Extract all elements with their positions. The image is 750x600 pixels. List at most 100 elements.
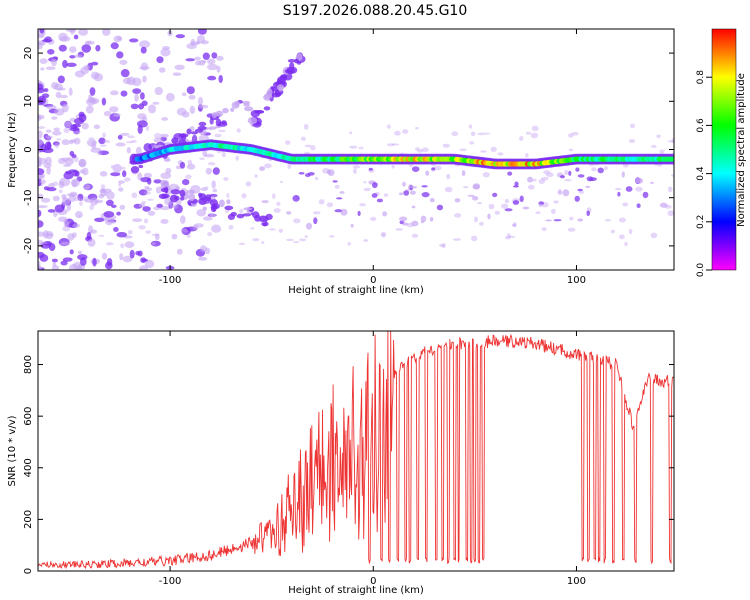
spectrogram-faint-blob xyxy=(525,131,532,135)
spectrogram-noise-blob xyxy=(64,158,74,165)
spectrogram-tail-blob xyxy=(305,222,313,230)
spectrogram-faint-blob xyxy=(151,233,160,237)
spectrogram-noise-blob xyxy=(202,149,207,157)
spectrogram-noise-blob xyxy=(212,167,220,175)
spectrogram-noise-blob xyxy=(52,262,57,267)
spectrogram-noise-blob xyxy=(143,172,152,178)
spectrogram-noise-blob xyxy=(207,75,217,81)
spectrogram-noise-blob xyxy=(165,167,172,175)
spectrogram-faint-blob xyxy=(567,227,576,232)
spectrogram-faint-blob xyxy=(564,169,569,176)
spectrogram-noise-blob xyxy=(126,147,131,154)
spectrogram-faint-blob xyxy=(264,163,272,169)
spectrogram-faint-blob xyxy=(313,211,321,215)
spectrogram-noise-blob xyxy=(90,71,100,80)
spectrogram-noise-blob xyxy=(73,34,79,40)
spectrogram-faint-blob xyxy=(63,127,70,134)
spectrogram-noise-blob xyxy=(129,249,135,259)
spectrogram-upper-branch-blob xyxy=(138,164,144,169)
spectrogram-faint-blob xyxy=(474,216,478,223)
spectrogram-faint-blob xyxy=(204,186,209,189)
spectrogram-tail-blob xyxy=(492,192,498,198)
spectrogram-faint-blob xyxy=(154,133,162,139)
spectrogram-lower-branch-blob xyxy=(205,194,212,202)
spectrogram-tail-blob xyxy=(399,216,408,222)
spectrogram-noise-blob xyxy=(179,161,186,169)
spectrogram-faint-blob xyxy=(72,223,81,228)
spectrogram-upper-streak-blob xyxy=(263,106,271,111)
spectrogram-tail-blob xyxy=(350,223,354,228)
spectrogram-noise-blob xyxy=(41,39,53,43)
figure-title: S197.2026.088.20.45.G10 xyxy=(283,3,468,19)
spectrogram-noise-blob xyxy=(182,92,187,97)
spectrogram-noise-blob xyxy=(147,104,157,114)
spectrogram-faint-blob xyxy=(603,166,608,171)
spectrogram-noise-blob xyxy=(135,251,141,256)
spectrogram-noise-blob xyxy=(39,58,48,64)
spectrogram-noise-blob xyxy=(82,167,89,176)
spectrogram-faint-blob xyxy=(490,146,497,152)
spectrogram-faint-blob xyxy=(98,234,105,237)
spectrogram-lower-branch-blob xyxy=(252,211,260,219)
spectrogram-faint-blob xyxy=(109,220,117,224)
spectrogram-faint-blob xyxy=(273,208,281,213)
spectrogram-noise-blob xyxy=(145,187,153,191)
spectrogram-noise-blob xyxy=(38,239,44,246)
snr-y-tick-label: 0 xyxy=(23,568,34,574)
spectrogram-noise-blob xyxy=(140,92,145,100)
spectrogram-y-label: Frequency (Hz) xyxy=(7,112,18,188)
spectrogram-noise-blob xyxy=(153,179,162,184)
spectrogram-noise-blob xyxy=(110,172,121,177)
spectrogram-upper-branch-blob xyxy=(234,100,240,106)
spectrogram-noise-blob xyxy=(118,180,125,184)
spectrogram-upper-streak-blob xyxy=(254,110,265,113)
spectrogram-faint-blob xyxy=(395,228,404,231)
spectrogram-faint-blob xyxy=(151,242,156,246)
spectrogram-faint-blob xyxy=(353,168,357,175)
spectrogram-lower-branch-blob xyxy=(227,213,235,220)
snr-y-tick-label: 800 xyxy=(23,355,34,374)
spectrogram-noise-blob xyxy=(140,46,147,54)
spectrogram-faint-blob xyxy=(541,227,547,232)
spectrogram-noise-blob xyxy=(68,221,78,229)
spectrogram-upper-branch-blob xyxy=(186,128,192,135)
spectrogram-faint-blob xyxy=(480,150,487,153)
spectrogram-tail-blob xyxy=(512,200,520,205)
spectrogram-upper-streak-blob xyxy=(280,74,288,79)
spectrogram-upper-branch-blob xyxy=(218,121,228,127)
spectrogram-noise-blob xyxy=(46,187,57,192)
spectrogram-faint-blob xyxy=(192,225,199,231)
spectrogram-tail-blob xyxy=(261,200,269,204)
spectrogram-tail-blob xyxy=(411,166,420,173)
spectrogram-tail-blob xyxy=(545,219,552,222)
spectrogram-noise-blob xyxy=(58,180,65,189)
snr-series-line xyxy=(38,331,674,570)
spectrogram-upper-branch-blob xyxy=(215,110,224,117)
spectrogram-noise-blob xyxy=(182,179,190,186)
spectrogram-faint-blob xyxy=(211,195,216,199)
spectrogram-noise-blob xyxy=(45,156,52,165)
spectrogram-faint-blob xyxy=(131,192,138,199)
spectrogram-upper-branch-blob xyxy=(178,133,189,138)
spectrogram-faint-blob xyxy=(293,218,301,224)
spectrogram-noise-blob xyxy=(160,133,169,138)
spectrogram-tail-blob xyxy=(421,185,428,188)
spectrogram-noise-blob xyxy=(84,40,92,45)
spectrogram-tail-blob xyxy=(399,192,404,196)
spectrogram-noise-blob xyxy=(205,167,212,175)
spectrogram-noise-blob xyxy=(69,249,74,255)
spectrogram-faint-blob xyxy=(120,243,125,249)
spectrogram-noise-blob xyxy=(174,204,183,214)
spectrogram-noise-blob xyxy=(38,146,41,150)
spectrogram-noise-blob xyxy=(211,224,222,233)
spectrogram-noise-blob xyxy=(95,44,101,52)
spectrogram-tail-blob xyxy=(357,210,361,216)
spectrogram-noise-blob xyxy=(185,58,195,62)
spectrogram-faint-blob xyxy=(226,193,230,198)
spectrogram-noise-blob xyxy=(93,124,100,130)
spectrogram-faint-blob xyxy=(605,219,611,222)
spectrogram-faint-blob xyxy=(394,130,401,136)
spectrogram-noise-blob xyxy=(116,231,128,238)
spectrogram-faint-blob xyxy=(525,153,529,158)
spectrogram-noise-blob xyxy=(60,94,69,99)
